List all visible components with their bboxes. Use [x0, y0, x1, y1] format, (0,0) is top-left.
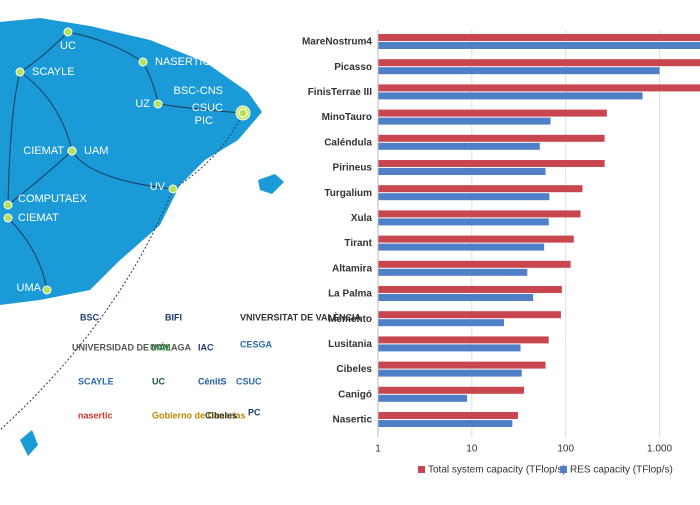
logo: IAC	[198, 342, 214, 352]
node-label: NASERTIC	[155, 56, 210, 68]
legend-swatch	[418, 466, 425, 473]
category-label: Canigó	[338, 389, 372, 400]
bar	[378, 394, 468, 402]
bar	[378, 420, 513, 427]
bar	[378, 286, 562, 293]
logo: nasertic	[78, 410, 113, 420]
category-label: Xula	[351, 213, 373, 224]
x-tick-label: 10	[466, 444, 478, 455]
map-node	[153, 99, 163, 109]
x-tick-label: 1	[375, 444, 381, 455]
map-node	[3, 213, 13, 223]
bar	[378, 142, 540, 150]
map-node	[3, 200, 13, 210]
bar	[378, 42, 700, 49]
bar	[378, 109, 607, 117]
node-label: UC	[60, 40, 76, 52]
logo: BSC	[80, 312, 100, 322]
category-label: Tirant	[344, 238, 372, 249]
map-node	[138, 57, 148, 67]
bar	[378, 210, 581, 218]
legend-label: RES capacity (TFlop/s)	[570, 465, 673, 476]
bar	[378, 185, 583, 193]
bar	[378, 319, 504, 327]
bar	[378, 92, 643, 100]
bar	[378, 117, 551, 125]
node-label: CSUC	[192, 102, 223, 114]
node-label: UAM	[84, 145, 108, 157]
bar	[378, 344, 521, 352]
node-label: UMA	[17, 282, 42, 294]
category-label: Lusitania	[328, 339, 372, 350]
logo: UAM	[150, 342, 171, 352]
x-tick-label: 100	[557, 444, 574, 455]
logo: UC	[152, 376, 165, 386]
map-node	[168, 184, 178, 194]
category-label: MareNostrum4	[302, 37, 372, 48]
bar	[378, 84, 700, 92]
node-label: CIEMAT	[18, 212, 59, 224]
logo: SCAYLE	[78, 376, 114, 386]
logo: CSUC	[236, 376, 262, 386]
node-label: SCAYLE	[32, 66, 75, 78]
map-island	[258, 174, 284, 194]
logo: Gobierno de Canarias	[152, 410, 246, 420]
category-label: Memento	[328, 314, 372, 325]
logo: VNIVERSITAT DE VALÈNCIA	[240, 312, 362, 322]
node-label: UV	[150, 181, 166, 193]
map-node	[67, 146, 77, 156]
bar	[378, 134, 605, 142]
logo: CESGA	[240, 339, 273, 349]
bar	[378, 369, 522, 377]
bar	[378, 260, 571, 268]
bar	[378, 336, 549, 344]
category-label: Nasertic	[333, 415, 373, 426]
category-label: Cibeles	[336, 364, 372, 375]
logo: Cibeles	[205, 410, 237, 420]
logo: CénitS	[198, 376, 227, 386]
category-label: La Palma	[328, 289, 372, 300]
bar	[378, 218, 549, 226]
node-label: CIEMAT	[23, 145, 64, 157]
bar	[378, 160, 605, 167]
map-node	[42, 285, 52, 295]
category-label: Pirineus	[333, 163, 373, 174]
bar	[378, 59, 700, 67]
node-label: BSC-CNS	[173, 85, 223, 97]
category-label: Caléndula	[324, 137, 372, 148]
bar	[378, 311, 561, 319]
bar	[378, 235, 574, 243]
bar	[378, 168, 546, 175]
map-node	[63, 27, 73, 37]
logo: UNIVERSIDAD DE MÁLAGA	[72, 342, 192, 352]
logo: BIFI	[165, 312, 182, 322]
bar	[378, 294, 534, 301]
node-label: COMPUTAEX	[18, 193, 88, 205]
category-label: Picasso	[334, 62, 372, 73]
bar	[378, 67, 660, 75]
bar	[378, 386, 525, 394]
node-label: PIC	[195, 115, 213, 127]
category-label: FinisTerrae III	[308, 87, 373, 98]
legend-label: Total system capacity (TFlop/s)	[428, 465, 566, 476]
plot-area	[378, 34, 700, 427]
logo: PC	[248, 407, 261, 417]
category-label: Turgalium	[324, 188, 372, 199]
legend-swatch	[560, 466, 567, 473]
bar	[378, 243, 545, 251]
x-tick-label: 1.000	[647, 444, 672, 455]
node-label: UZ	[135, 98, 150, 110]
map-island	[20, 430, 38, 456]
bar	[378, 412, 518, 419]
category-label: Altamira	[332, 263, 372, 274]
bar	[378, 361, 546, 369]
bar	[378, 268, 528, 276]
map-node	[238, 108, 248, 118]
category-label: MinoTauro	[322, 112, 372, 123]
map-node	[15, 67, 25, 77]
map-land	[0, 18, 262, 305]
bar	[378, 193, 550, 201]
bar	[378, 34, 700, 41]
